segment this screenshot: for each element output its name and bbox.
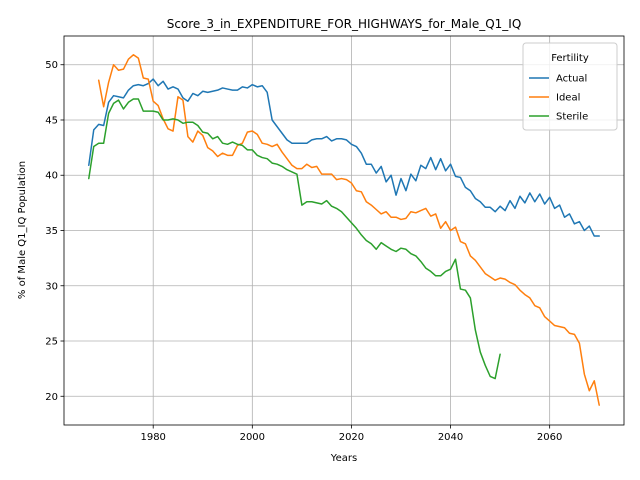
chart-title: Score_3_in_EXPENDITURE_FOR_HIGHWAYS_for_… bbox=[167, 17, 522, 31]
y-tick-label: 50 bbox=[45, 60, 58, 71]
x-tick-label: 1980 bbox=[140, 432, 165, 443]
y-tick-label: 35 bbox=[45, 226, 58, 237]
x-tick-label: 2000 bbox=[240, 432, 265, 443]
series-line-sterile bbox=[88, 98, 501, 380]
y-axis: 20 25 30 35 40 45 50 bbox=[45, 60, 64, 403]
y-tick-label: 40 bbox=[45, 171, 58, 182]
legend-label-ideal: Ideal bbox=[556, 93, 580, 104]
legend: Fertility Actual Ideal Sterile bbox=[522, 42, 618, 131]
series-line-ideal bbox=[97, 54, 600, 406]
x-axis-label: Years bbox=[330, 453, 357, 464]
y-tick-label: 30 bbox=[45, 281, 58, 292]
x-axis: 1980 2000 2020 2040 2060 bbox=[140, 425, 562, 443]
y-tick-label: 25 bbox=[45, 337, 58, 348]
legend-label-actual: Actual bbox=[556, 74, 587, 85]
legend-box bbox=[522, 42, 618, 131]
legend-title: Fertility bbox=[551, 53, 589, 64]
x-tick-label: 2060 bbox=[537, 432, 562, 443]
y-tick-label: 20 bbox=[45, 392, 58, 403]
y-tick-label: 45 bbox=[45, 115, 58, 126]
legend-items: Actual Ideal Sterile bbox=[529, 74, 588, 123]
series-layer bbox=[88, 54, 600, 406]
series-line-actual bbox=[88, 78, 600, 237]
legend-label-sterile: Sterile bbox=[556, 112, 588, 123]
y-axis-label: % of Male Q1_IQ Population bbox=[17, 161, 28, 299]
x-tick-label: 2020 bbox=[339, 432, 364, 443]
x-tick-label: 2040 bbox=[438, 432, 463, 443]
